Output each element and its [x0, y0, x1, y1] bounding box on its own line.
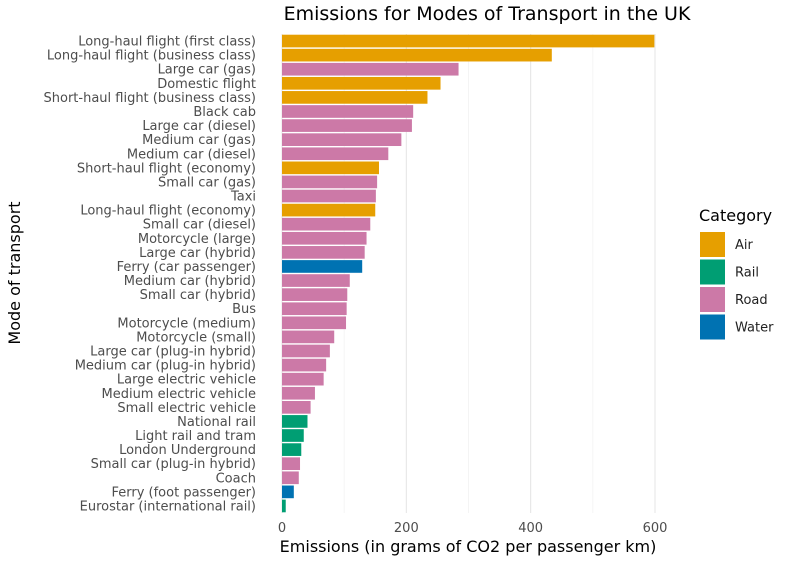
- category-label: Long-haul flight (business class): [47, 49, 256, 64]
- x-tick-label: 0: [278, 521, 286, 536]
- category-label: Small car (gas): [158, 175, 256, 190]
- category-label: Short-haul flight (economy): [77, 161, 256, 176]
- category-label: Long-haul flight (economy): [80, 204, 256, 219]
- bar: [282, 499, 286, 513]
- legend: Category Air Rail Road Water: [699, 206, 774, 340]
- bar: [282, 330, 335, 344]
- bar: [282, 133, 402, 147]
- bar: [282, 358, 327, 372]
- category-label: Domestic flight: [157, 77, 256, 92]
- bar: [282, 189, 376, 203]
- legend-label: Rail: [735, 266, 759, 281]
- category-label: Eurostar (international rail): [80, 499, 256, 514]
- x-axis-title: Emissions (in grams of CO2 per passenger…: [280, 537, 657, 556]
- category-label: Black cab: [193, 105, 256, 120]
- bar: [282, 34, 655, 48]
- bar: [282, 217, 371, 231]
- category-label: Medium car (diesel): [127, 147, 256, 162]
- y-tick-labels: Long-haul flight (first class)Long-haul …: [44, 35, 257, 515]
- bar: [282, 260, 363, 273]
- bar: [282, 443, 302, 456]
- category-label: London Underground: [119, 443, 256, 458]
- bar: [282, 344, 330, 358]
- category-label: Short-haul flight (business class): [44, 91, 257, 106]
- bar: [282, 302, 347, 316]
- legend-swatch: [700, 232, 725, 257]
- y-axis-title: Mode of transport: [5, 201, 24, 344]
- category-label: Large car (gas): [158, 63, 256, 78]
- category-label: Coach: [216, 471, 256, 486]
- bar: [282, 316, 347, 330]
- category-label: National rail: [177, 415, 256, 430]
- category-label: Ferry (foot passenger): [111, 485, 256, 500]
- category-label: Large car (hybrid): [139, 246, 256, 261]
- bar: [282, 119, 412, 132]
- bar: [282, 274, 350, 287]
- bar: [282, 203, 376, 217]
- bar: [282, 231, 367, 245]
- bar: [282, 386, 315, 400]
- bar: [282, 246, 365, 259]
- bar: [282, 457, 301, 471]
- category-label: Ferry (car passenger): [117, 260, 256, 275]
- category-label: Medium car (hybrid): [124, 274, 256, 289]
- legend-swatch: [700, 259, 725, 285]
- legend-label: Road: [735, 293, 768, 308]
- bar: [282, 105, 414, 118]
- bar: [282, 62, 459, 76]
- bar: [282, 415, 308, 428]
- bar: [282, 147, 389, 161]
- chart-title: Emissions for Modes of Transport in the …: [284, 3, 691, 25]
- category-label: Bus: [232, 302, 256, 317]
- legend-title: Category: [699, 206, 772, 225]
- bars: [282, 34, 655, 513]
- category-label: Motorcycle (large): [138, 232, 256, 247]
- category-label: Small car (plug-in hybrid): [91, 457, 256, 472]
- x-tick-label: 600: [643, 521, 668, 536]
- category-label: Taxi: [230, 190, 256, 205]
- category-label: Motorcycle (medium): [117, 316, 256, 331]
- x-tick-label: 200: [394, 521, 419, 536]
- category-label: Small car (hybrid): [140, 288, 256, 303]
- bar: [282, 471, 299, 485]
- category-label: Large electric vehicle: [117, 373, 256, 388]
- category-label: Light rail and tram: [135, 429, 256, 444]
- category-label: Medium car (plug-in hybrid): [75, 359, 256, 374]
- bar: [282, 161, 379, 175]
- category-label: Small electric vehicle: [117, 401, 256, 416]
- bar: [282, 175, 378, 189]
- bar: [282, 91, 428, 104]
- category-label: Medium car (gas): [142, 133, 256, 148]
- legend-label: Water: [735, 321, 774, 336]
- legend-swatch: [700, 287, 725, 312]
- category-label: Large car (diesel): [142, 119, 256, 134]
- bar: [282, 76, 441, 90]
- category-label: Large car (plug-in hybrid): [90, 344, 256, 359]
- bar: [282, 372, 324, 386]
- legend-swatch: [700, 314, 725, 340]
- category-label: Small car (diesel): [143, 218, 256, 233]
- legend-label: Air: [735, 238, 754, 253]
- category-label: Motorcycle (small): [136, 330, 256, 345]
- category-label: Medium electric vehicle: [101, 387, 256, 402]
- x-tick-label: 400: [518, 521, 543, 536]
- x-tick-labels: 0 200 400 600: [278, 521, 668, 536]
- bar: [282, 48, 552, 62]
- category-label: Long-haul flight (first class): [78, 35, 256, 50]
- bar: [282, 288, 348, 301]
- bar: [282, 485, 294, 499]
- bar: [282, 429, 304, 442]
- bar: [282, 400, 311, 414]
